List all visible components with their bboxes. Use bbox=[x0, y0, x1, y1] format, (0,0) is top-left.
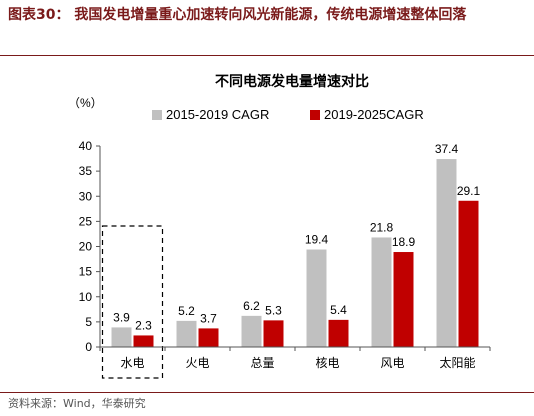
bar-2019-2025-3 bbox=[263, 320, 284, 347]
bars: 3.9 2.3 5.2 3.7 6.2 5.3 19.4 5.4 21.818.9 37.4 29.… bbox=[101, 142, 481, 379]
bar-2019-2025-2 bbox=[198, 328, 219, 347]
y-tick-label: 40 bbox=[79, 139, 93, 153]
data-label: 6.2 bbox=[243, 299, 260, 313]
y-tick-label: 5 bbox=[85, 315, 92, 329]
data-label: 5.3 bbox=[265, 303, 282, 317]
figure-title: 图表30： 我国发电增量重心加速转向风光新能源，传统电源增速整体回落 bbox=[8, 7, 467, 23]
y-tick-label: 35 bbox=[79, 164, 93, 178]
data-label: 18.9 bbox=[392, 235, 416, 249]
chart-title: 不同电源发电量增速对比 bbox=[215, 73, 369, 90]
x-category-label: 太阳能 bbox=[439, 355, 475, 370]
legend-swatch-2 bbox=[310, 110, 320, 120]
x-category-label: 风电 bbox=[380, 356, 404, 370]
source-note: 资料来源：Wind，华泰研究 bbox=[8, 397, 146, 410]
data-label: 21.8 bbox=[370, 220, 394, 234]
x-category-label: 水电 bbox=[120, 356, 144, 370]
legend-swatch-1 bbox=[152, 110, 162, 120]
y-tick-label: 30 bbox=[79, 189, 93, 203]
y-axis-unit-label: （%） bbox=[68, 96, 103, 110]
y-tick-label: 20 bbox=[79, 240, 93, 254]
bar-2015-2019-3 bbox=[241, 315, 262, 347]
data-label: 3.9 bbox=[113, 310, 130, 324]
x-category-label: 核电 bbox=[315, 356, 339, 370]
bar-2015-2019-5 bbox=[371, 237, 392, 347]
data-label: 29.1 bbox=[457, 184, 481, 198]
y-tick-label: 10 bbox=[79, 290, 93, 304]
highlight-box bbox=[101, 225, 164, 379]
data-label: 37.4 bbox=[435, 142, 459, 156]
data-label: 19.4 bbox=[305, 233, 329, 247]
x-category-label: 总量 bbox=[250, 356, 274, 370]
title-divider bbox=[0, 55, 534, 56]
y-tick-label: 15 bbox=[79, 265, 93, 279]
legend-label-1: 2015-2019 CAGR bbox=[166, 107, 269, 122]
data-label: 5.4 bbox=[330, 303, 347, 317]
y-tick-label: 25 bbox=[79, 214, 93, 228]
bar-2015-2019-2 bbox=[176, 320, 197, 347]
bar-2019-2025-1 bbox=[133, 335, 154, 347]
data-label: 2.3 bbox=[135, 318, 152, 332]
bar-2015-2019-4 bbox=[306, 249, 327, 347]
bar-2019-2025-4 bbox=[328, 319, 349, 347]
x-category-label: 火电 bbox=[185, 356, 209, 370]
data-label: 5.2 bbox=[178, 304, 195, 318]
legend-label-2: 2019-2025CAGR bbox=[324, 107, 424, 122]
footer-divider bbox=[0, 392, 534, 393]
bar-2015-2019-1 bbox=[111, 327, 132, 347]
legend: 2015-2019 CAGR 2019-2025CAGR bbox=[152, 107, 424, 122]
x-axis: 水电 火电 总量 核电 风电 太阳能 bbox=[99, 346, 491, 370]
bar-2015-2019-6 bbox=[436, 159, 457, 347]
bar-2019-2025-5 bbox=[393, 252, 414, 347]
y-tick-label: 0 bbox=[85, 340, 92, 354]
y-axis: 0 5 10 15 20 25 30 35 40 bbox=[79, 139, 101, 354]
data-label: 3.7 bbox=[200, 311, 217, 325]
bar-2019-2025-6 bbox=[458, 200, 479, 347]
